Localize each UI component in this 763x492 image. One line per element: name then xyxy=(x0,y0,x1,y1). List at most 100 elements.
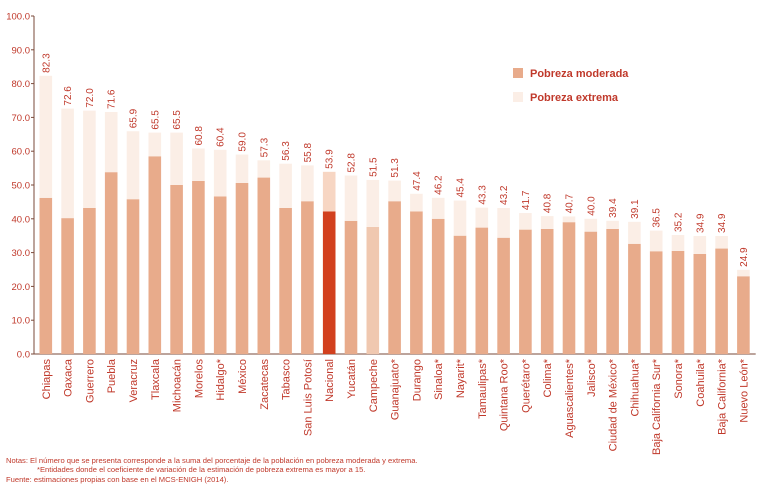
x-tick-label: Puebla xyxy=(106,358,118,393)
data-label: 39.1 xyxy=(630,199,641,219)
bar-moderate xyxy=(562,222,576,354)
y-tick-label: 80.0 xyxy=(12,79,31,90)
bar-moderate xyxy=(83,207,96,354)
data-label: 39.4 xyxy=(608,198,619,218)
bar-extreme xyxy=(279,163,292,208)
bar-extreme xyxy=(497,207,510,238)
x-tick-label: Zacatecas xyxy=(259,359,271,410)
x-tick-label: Yucatán xyxy=(346,359,358,399)
y-tick-label: 60.0 xyxy=(12,147,31,158)
data-label: 71.6 xyxy=(107,89,118,109)
bar-moderate xyxy=(213,196,227,354)
bar-extreme xyxy=(388,180,401,202)
x-tick-label: Jalisco* xyxy=(586,358,598,397)
bar-moderate xyxy=(431,218,445,354)
data-label: 34.9 xyxy=(695,213,706,233)
x-tick-label: Sinaloa* xyxy=(433,358,445,400)
x-tick-label: Guerrero xyxy=(84,359,96,403)
bar-moderate xyxy=(366,226,380,354)
data-label: 65.5 xyxy=(172,110,183,130)
x-tick-label: Querétaro* xyxy=(520,358,532,413)
data-label: 51.5 xyxy=(368,157,379,177)
bar-layer xyxy=(39,75,750,354)
bar-moderate xyxy=(475,227,489,354)
bar-extreme xyxy=(519,213,532,230)
bar-extreme xyxy=(301,165,314,202)
data-label: 51.3 xyxy=(390,158,401,178)
data-label: 47.4 xyxy=(412,171,423,191)
x-tick-label: Guanajuato* xyxy=(390,358,402,420)
x-tick-label: Oaxaca xyxy=(63,358,75,397)
data-label: 36.5 xyxy=(652,208,663,228)
bar-extreme xyxy=(410,193,423,212)
y-tick-label: 90.0 xyxy=(12,45,31,56)
bar-moderate xyxy=(453,235,467,354)
bar-extreme xyxy=(649,230,663,252)
data-label: 60.4 xyxy=(216,127,227,147)
y-tick-label: 0.0 xyxy=(17,350,30,361)
bar-moderate xyxy=(192,180,205,354)
x-tick-label: Baja California Sur* xyxy=(651,358,663,455)
x-tick-label: Campeche xyxy=(368,359,380,412)
x-tick-label: Sonora* xyxy=(673,358,685,398)
legend-label: Pobreza moderada xyxy=(530,68,629,80)
x-tick-label: Tabasco xyxy=(281,359,293,400)
x-tick-label: San Luis Potosí xyxy=(302,359,314,436)
bar-moderate xyxy=(104,172,118,354)
x-tick-label: Nacional xyxy=(324,359,336,402)
legend: Pobreza moderada Pobreza extrema xyxy=(513,68,629,104)
bar-extreme xyxy=(475,207,489,228)
y-tick-label: 100.0 xyxy=(6,12,30,23)
bar-extreme xyxy=(737,269,750,277)
bar-moderate xyxy=(715,248,728,354)
data-label: 43.3 xyxy=(477,185,488,205)
data-label: 24.9 xyxy=(739,247,750,267)
note-line-2: *Entidades donde el coeficiente de varia… xyxy=(37,465,366,475)
data-label: 72.0 xyxy=(85,88,96,108)
x-tick-label: México xyxy=(237,359,249,394)
bar-moderate xyxy=(61,218,74,354)
bar-moderate xyxy=(410,211,423,354)
bar-moderate xyxy=(628,243,641,354)
bar-extreme xyxy=(126,131,140,200)
bar-moderate xyxy=(693,253,707,354)
bar-moderate xyxy=(148,156,162,354)
bar-extreme xyxy=(192,148,205,181)
data-label: 60.8 xyxy=(194,126,205,146)
note-line-1: Notas: El número que se presenta corresp… xyxy=(6,456,418,465)
bar-moderate xyxy=(126,199,140,354)
bar-extreme xyxy=(170,132,183,185)
axis-layer: 0.0 10.0 20.0 30.0 40.0 50.0 60.0 70.0 80.0 90.0 1… xyxy=(6,12,756,361)
legend-swatch xyxy=(513,68,523,78)
data-label: 34.9 xyxy=(717,213,728,233)
bar-moderate xyxy=(388,201,401,354)
bar-extreme xyxy=(453,200,467,236)
x-tick-label: Chihuahua* xyxy=(629,358,641,416)
bar-extreme xyxy=(104,111,118,173)
bar-extreme xyxy=(540,216,554,229)
data-label: 55.8 xyxy=(303,142,314,162)
data-label: 53.9 xyxy=(325,149,336,169)
x-tick-label: Morelos xyxy=(193,359,205,399)
data-label: 82.3 xyxy=(41,53,52,73)
bar-extreme xyxy=(213,149,227,197)
x-tick-label: Tamaulipas* xyxy=(477,358,489,419)
legend-swatch xyxy=(513,92,523,102)
bar-extreme xyxy=(693,236,707,254)
x-tick-label: Colima* xyxy=(542,358,554,397)
bar-extreme xyxy=(257,160,271,178)
bar-extreme xyxy=(39,75,53,198)
bar-extreme xyxy=(431,197,445,219)
bar-extreme xyxy=(671,235,685,251)
data-label: 72.6 xyxy=(63,86,74,106)
bar-moderate xyxy=(606,228,619,354)
bar-extreme xyxy=(61,108,74,219)
y-tick-label: 40.0 xyxy=(12,214,31,225)
bar-extreme xyxy=(628,221,641,244)
x-tick-label: Quintana Roo* xyxy=(499,358,511,431)
data-label: 45.4 xyxy=(456,178,467,198)
x-tick-label: Baja California* xyxy=(717,358,729,435)
x-tick-label: Aguascalientes* xyxy=(564,358,576,438)
x-tick-label: Hidalgo* xyxy=(215,358,227,400)
